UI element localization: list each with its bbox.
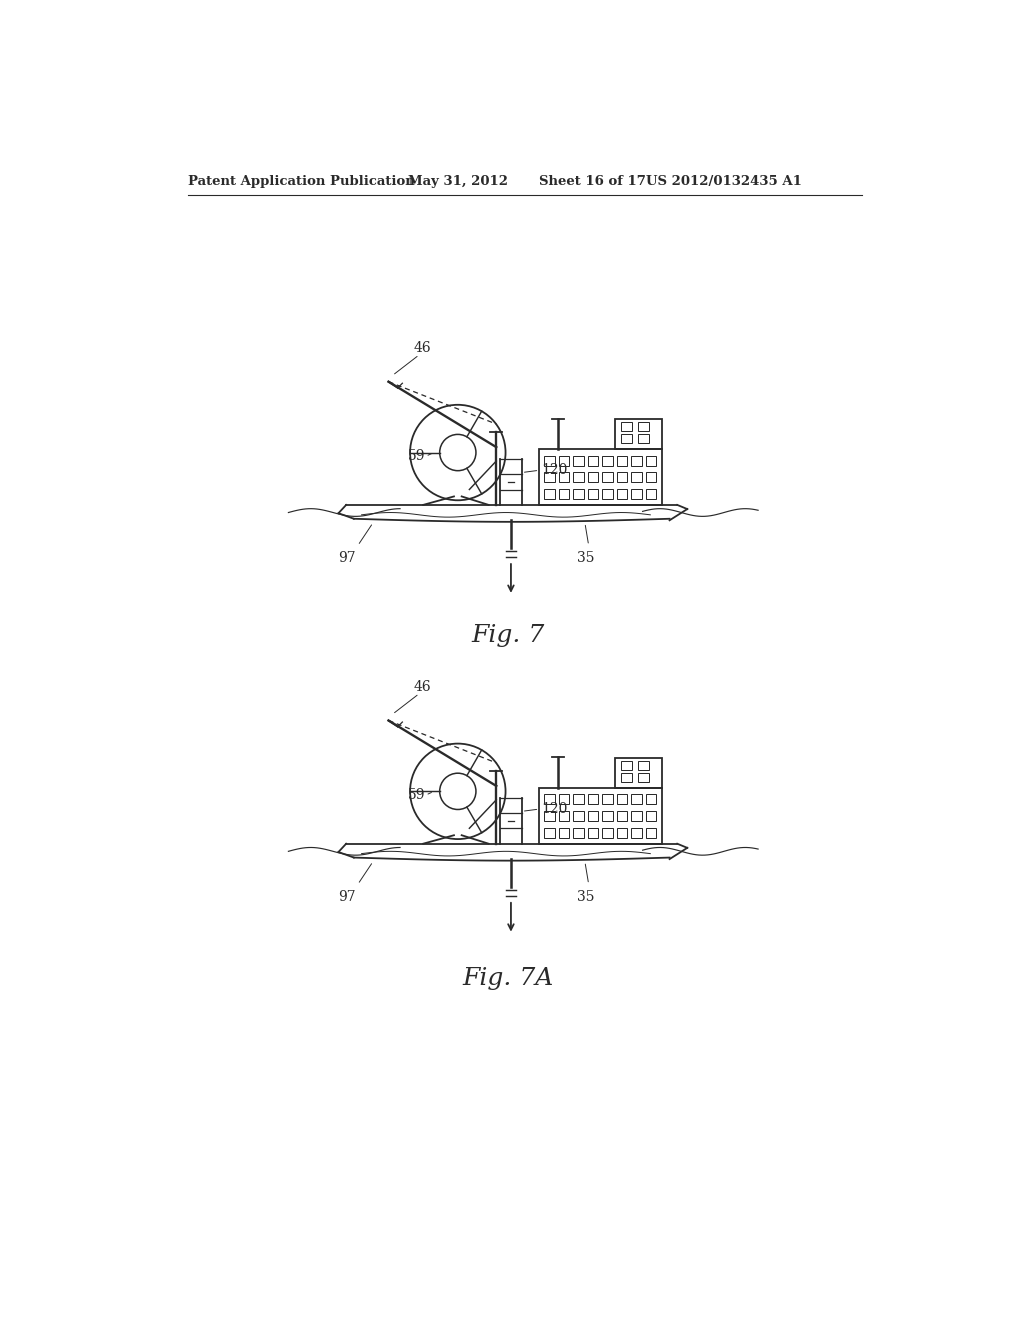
Bar [573,810,584,821]
Bar [631,810,642,821]
Bar [588,488,598,499]
Bar [544,455,555,466]
Bar [573,828,584,838]
Bar [638,760,649,770]
Text: US 2012/0132435 A1: US 2012/0132435 A1 [646,176,803,187]
Bar [558,455,569,466]
Text: 120: 120 [541,803,567,816]
Bar [558,488,569,499]
Bar [622,434,632,444]
Bar [544,828,555,838]
Text: 59: 59 [408,788,425,803]
Bar [638,774,649,781]
Bar [622,422,632,430]
Bar [573,455,584,466]
Bar [638,434,649,444]
Bar [558,828,569,838]
Bar [573,473,584,482]
Text: 35: 35 [578,890,595,904]
Text: 46: 46 [414,680,431,693]
Bar [615,758,662,788]
Text: Fig. 7A: Fig. 7A [462,968,554,990]
Bar [631,473,642,482]
Bar [646,810,656,821]
Bar [588,795,598,804]
Bar [616,828,628,838]
Text: May 31, 2012: May 31, 2012 [408,176,508,187]
Bar [646,795,656,804]
Bar [539,450,662,506]
Bar [638,422,649,430]
Text: 46: 46 [414,341,431,355]
Bar [544,488,555,499]
Bar [544,473,555,482]
Bar [646,455,656,466]
Bar [631,795,642,804]
Bar [588,810,598,821]
Text: 59: 59 [408,449,425,463]
Bar [616,795,628,804]
Bar [558,810,569,821]
Bar [602,488,613,499]
Bar [646,473,656,482]
Bar [602,455,613,466]
Bar [631,455,642,466]
Bar [602,810,613,821]
Text: Fig. 7: Fig. 7 [471,624,545,647]
Bar [573,488,584,499]
Bar [615,418,662,449]
Bar [544,795,555,804]
Bar [588,473,598,482]
Bar [573,795,584,804]
Bar [602,473,613,482]
Bar [558,473,569,482]
Bar [544,810,555,821]
Bar [622,774,632,781]
Bar [631,828,642,838]
Text: Sheet 16 of 17: Sheet 16 of 17 [539,176,645,187]
Text: 120: 120 [541,463,567,478]
Text: 97: 97 [339,890,356,904]
Text: Patent Application Publication: Patent Application Publication [188,176,415,187]
Bar [602,828,613,838]
Bar [646,488,656,499]
Bar [646,828,656,838]
Bar [616,473,628,482]
Bar [558,795,569,804]
Text: 97: 97 [339,552,356,565]
Text: 35: 35 [578,552,595,565]
Bar [588,828,598,838]
Bar [622,760,632,770]
Bar [616,455,628,466]
Bar [602,795,613,804]
Bar [588,455,598,466]
Bar [616,810,628,821]
Bar [631,488,642,499]
Bar [616,488,628,499]
Bar [539,788,662,843]
